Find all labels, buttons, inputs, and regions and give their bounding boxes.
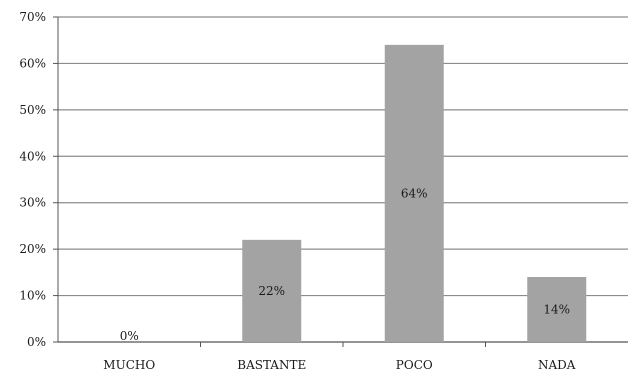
x-category-label: MUCHO [103, 358, 155, 372]
y-tick-label: 50% [19, 103, 46, 117]
x-category-label: NADA [538, 358, 576, 372]
x-category-label: POCO [396, 358, 433, 372]
y-tick-label: 60% [19, 56, 46, 70]
y-tick-label: 70% [19, 10, 46, 24]
y-tick-label: 40% [19, 149, 46, 163]
gridlines [58, 16, 628, 297]
bars [242, 44, 587, 342]
bar-poco [384, 44, 444, 342]
data-labels: 0% 22% 64% 14% [120, 186, 570, 343]
y-tick-label: 30% [19, 196, 46, 210]
bar-bastante [242, 239, 302, 342]
x-category-label: BASTANTE [237, 358, 306, 372]
y-tick-label: 20% [19, 242, 46, 256]
data-label: 22% [258, 284, 285, 298]
data-label: 0% [120, 329, 139, 343]
bar-nada [527, 277, 587, 342]
y-axis: 0% 10% 20% 30% 40% 50% 60% 70% [19, 10, 59, 349]
y-tick-label: 10% [19, 289, 46, 303]
data-label: 14% [543, 303, 570, 317]
data-label: 64% [401, 186, 428, 200]
x-axis: MUCHO BASTANTE POCO NADA [58, 341, 628, 372]
y-tick-label: 0% [27, 335, 46, 349]
